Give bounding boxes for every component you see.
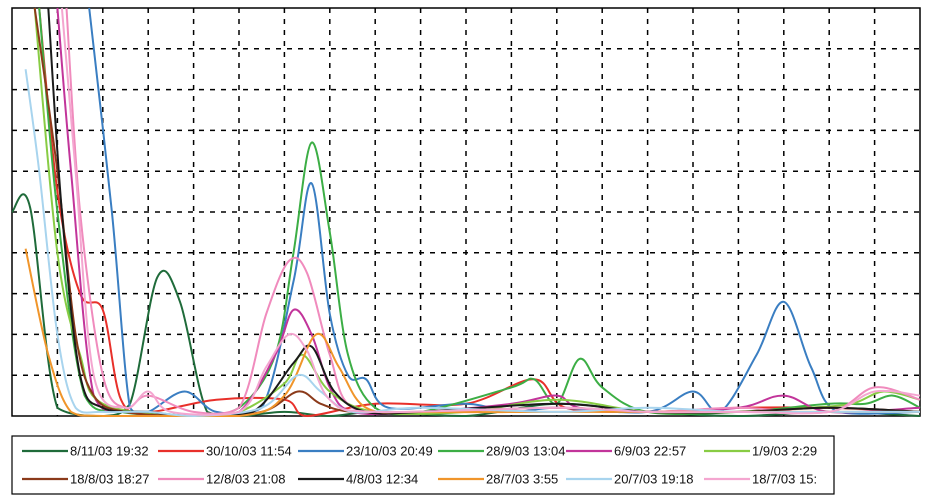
series-line-7 [65, 7, 921, 415]
legend-label-11: 18/7/03 15: [752, 472, 817, 487]
series-line-11 [60, 7, 921, 416]
series-lines [11, 7, 921, 418]
legend-label-2: 23/10/03 20:49 [346, 444, 433, 459]
legend-label-0: 8/11/03 19:32 [70, 444, 149, 459]
series-line-10 [24, 69, 920, 417]
legend-label-5: 1/9/03 2:29 [752, 444, 817, 459]
gridlines [12, 8, 920, 416]
legend-label-10: 20/7/03 19:18 [614, 472, 694, 487]
legend-label-7: 12/8/03 21:08 [206, 472, 286, 487]
legend-label-8: 4/8/03 12:34 [346, 472, 418, 487]
legend: 8/11/03 19:32 30/10/03 11:54 23/10/03 20:4… [11, 435, 835, 495]
legend-label-3: 28/9/03 13:04 [486, 444, 566, 459]
series-line-4 [56, 7, 921, 417]
legend-label-9: 28/7/03 3:55 [486, 472, 558, 487]
legend-label-6: 18/8/03 18:27 [70, 472, 150, 487]
legend-box [11, 435, 835, 495]
legend-label-4: 6/9/03 22:57 [614, 444, 686, 459]
legend-label-1: 30/10/03 11:54 [206, 444, 292, 459]
